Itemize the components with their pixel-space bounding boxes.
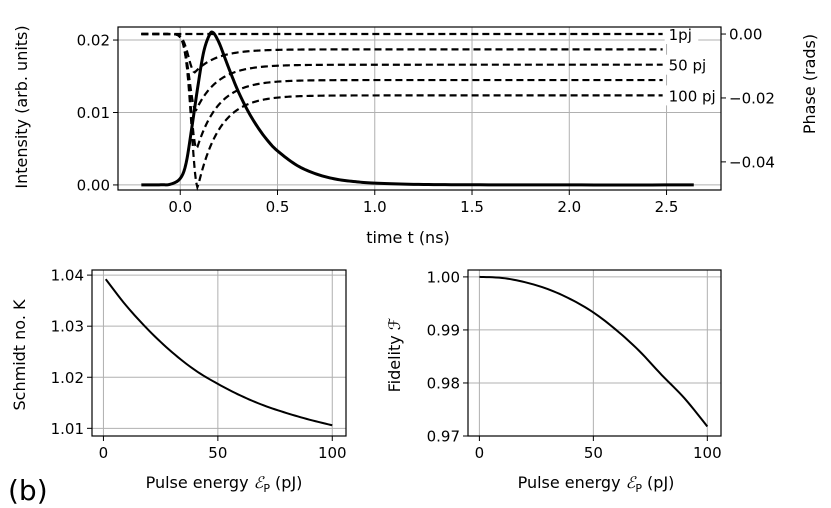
y-tick-label: 1.01 bbox=[51, 420, 84, 438]
phase-label-background bbox=[664, 85, 726, 106]
axes bbox=[463, 269, 722, 441]
y-tick-label: 1.04 bbox=[51, 267, 84, 285]
x-axis-label: Pulse energy ℰP (pJ) bbox=[518, 473, 675, 495]
y-tick-label: 1.00 bbox=[427, 268, 460, 286]
tick-labels: 0 50 100 0.97 0.98 0.99 1.00 bbox=[427, 268, 722, 462]
x-tick-label: 100 bbox=[693, 444, 722, 462]
x-tick-label: 2.5 bbox=[655, 198, 679, 216]
tick-labels: 0.0 0.5 1.0 1.5 2.0 2.5 0.00 0.01 0.02 0.00 −0.02 −… bbox=[77, 26, 775, 216]
x-tick-label: 1.0 bbox=[363, 198, 387, 216]
y-right-tick-label: −0.02 bbox=[729, 89, 775, 107]
plot-area bbox=[104, 278, 333, 427]
phase-curve-50-pj bbox=[141, 32, 663, 112]
axes-frame bbox=[117, 26, 722, 191]
tick-labels: 0 50 100 1.01 1.02 1.03 1.04 bbox=[51, 267, 347, 462]
grid-lines bbox=[468, 270, 721, 437]
x-axis-label: Pulse energy ℰP (pJ) bbox=[146, 473, 303, 495]
y-axis-label: Intensity (arb. units) bbox=[12, 25, 31, 188]
x-tick-label: 2.0 bbox=[557, 198, 581, 216]
x-tick-label: 50 bbox=[208, 444, 227, 462]
schmidt-number-chart: 0 50 100 1.01 1.02 1.03 1.04 Pulse energy ℰP (… bbox=[10, 267, 347, 495]
x-tick-label: 0.0 bbox=[168, 198, 192, 216]
x-tick-label: 0 bbox=[475, 444, 485, 462]
x-tick-label: 1.5 bbox=[460, 198, 484, 216]
y-tick-label: 0.00 bbox=[77, 176, 110, 194]
axes bbox=[113, 26, 726, 195]
phase-curve-75-pj bbox=[141, 32, 663, 151]
axes bbox=[87, 269, 347, 441]
axes-frame bbox=[91, 269, 347, 437]
x-tick-label: 100 bbox=[318, 444, 347, 462]
intensity-curve bbox=[141, 30, 694, 187]
axes-frame bbox=[467, 269, 722, 437]
y-tick-label: 1.02 bbox=[51, 369, 84, 387]
grid-lines bbox=[118, 27, 721, 190]
x-tick-label: 0.5 bbox=[266, 198, 290, 216]
phase-label: 50 pj bbox=[669, 57, 707, 75]
y-axis-label: Fidelity ℱ bbox=[385, 317, 404, 392]
plot-area: 1pj 50 pj 100 pj bbox=[141, 24, 726, 191]
schmidt-curve bbox=[104, 278, 333, 427]
phase-label: 100 pj bbox=[669, 87, 716, 105]
fidelity-curve bbox=[479, 275, 709, 428]
y-right-tick-label: 0.00 bbox=[729, 26, 762, 44]
y-tick-label: 0.99 bbox=[427, 321, 460, 339]
phase-label: 1pj bbox=[669, 26, 692, 44]
y-tick-label: 0.02 bbox=[77, 32, 110, 50]
phase-curve-100-pj bbox=[141, 32, 663, 191]
x-axis-label: time t (ns) bbox=[366, 228, 450, 247]
y-tick-label: 0.97 bbox=[427, 428, 460, 446]
phase-label-background bbox=[664, 24, 699, 45]
y-axis-label: Schmidt no. K bbox=[10, 299, 29, 410]
plot-area bbox=[479, 275, 709, 428]
fidelity-chart: 0 50 100 0.97 0.98 0.99 1.00 Pulse energy ℰP (… bbox=[385, 268, 722, 495]
y-axis-right-label: Phase (rads) bbox=[800, 34, 819, 134]
x-tick-label: 50 bbox=[584, 444, 603, 462]
panel-label: (b) bbox=[8, 474, 48, 507]
phase-curve-25-pj bbox=[141, 32, 663, 74]
phase-label-background bbox=[664, 54, 717, 75]
y-tick-label: 0.01 bbox=[77, 104, 110, 122]
x-tick-label: 0 bbox=[99, 444, 109, 462]
grid-lines bbox=[92, 270, 346, 436]
y-tick-label: 1.03 bbox=[51, 318, 84, 336]
y-tick-label: 0.98 bbox=[427, 374, 460, 392]
y-right-tick-label: −0.04 bbox=[729, 153, 775, 171]
